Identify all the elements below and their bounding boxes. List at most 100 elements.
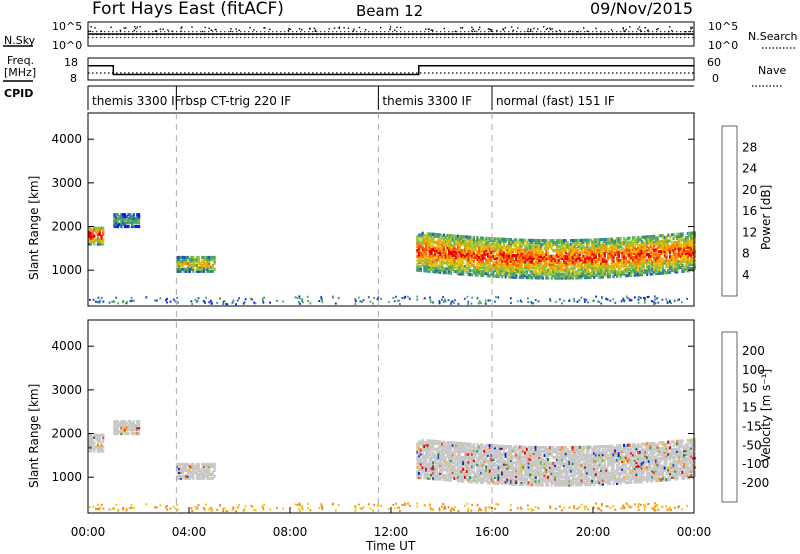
power-echo (515, 267, 518, 271)
velocity-echo (582, 461, 585, 465)
power-echo (568, 268, 571, 272)
velocity-echo (89, 441, 92, 445)
power-echo (467, 243, 470, 247)
power-echo (460, 268, 463, 272)
power-echo (672, 241, 675, 245)
power-echo (494, 266, 497, 270)
power-echo (181, 263, 184, 267)
noise-sample (526, 30, 529, 32)
power-echo (116, 224, 119, 229)
velocity-echo (582, 479, 585, 483)
power-echo (670, 245, 673, 249)
velocity-echo (471, 460, 474, 464)
power-echo (479, 273, 483, 277)
velocity-echo (529, 445, 532, 449)
power-echo (464, 264, 467, 268)
power-echo (508, 267, 511, 271)
power-echo (612, 261, 615, 265)
power-echo (585, 298, 588, 301)
power-echo (554, 256, 557, 260)
power-echo (513, 275, 516, 279)
velocity-echo (430, 463, 433, 467)
power-echo (554, 248, 557, 253)
power-echo (612, 259, 615, 263)
velocity-echo (585, 447, 589, 451)
power-echo (136, 213, 139, 217)
power-echo (188, 259, 191, 264)
velocity-echo (421, 470, 424, 474)
power-echo (688, 231, 691, 235)
noise-sample (504, 27, 506, 29)
noise-sample (352, 30, 355, 32)
velocity-echo (423, 464, 426, 468)
power-echo (469, 269, 472, 273)
power-echo (654, 266, 658, 270)
power-echo (646, 243, 649, 247)
velocity-echo (577, 477, 580, 481)
power-echo (600, 263, 603, 267)
velocity-echo (515, 470, 518, 475)
power-echo (458, 264, 461, 268)
power-echo (633, 236, 636, 240)
power-echo (672, 248, 675, 253)
power-echo (594, 250, 597, 254)
power-echo (674, 235, 677, 239)
power-echo (499, 267, 502, 271)
power-echo (630, 248, 633, 252)
power-echo (529, 262, 532, 266)
velocity-echo (444, 446, 447, 450)
power-echo (554, 258, 557, 262)
power-echo (577, 262, 580, 266)
power-echo (693, 233, 696, 237)
velocity-echo (548, 450, 551, 454)
power-echo (548, 256, 551, 260)
velocity-echo (554, 455, 557, 460)
power-echo (559, 252, 562, 257)
power-echo (527, 260, 530, 264)
power-echo (479, 244, 483, 248)
power-echo (433, 254, 437, 258)
velocity-echo (524, 467, 527, 471)
power-echo (624, 250, 627, 254)
velocity-echo (518, 476, 521, 481)
power-echo (670, 262, 673, 266)
power-echo (638, 296, 641, 299)
velocity-echo (545, 452, 548, 456)
power-echo (520, 238, 523, 242)
power-echo (688, 247, 691, 251)
power-echo (487, 236, 490, 241)
power-echo (494, 255, 497, 259)
power-echo (136, 221, 139, 225)
power-echo (616, 245, 619, 249)
velocity-echo (575, 467, 578, 471)
power-echo (603, 269, 606, 273)
power-echo (471, 259, 474, 263)
velocity-echo (460, 446, 463, 450)
power-echo (492, 241, 495, 245)
power-echo (630, 273, 633, 277)
power-echo (607, 273, 610, 277)
velocity-echo (448, 448, 451, 453)
power-echo (633, 259, 636, 263)
noise-sample (139, 26, 141, 28)
power-echo (646, 258, 649, 263)
power-echo (448, 265, 451, 269)
power-echo (497, 274, 500, 278)
velocity-echo (497, 474, 500, 478)
velocity-echo (183, 464, 186, 469)
power-echo (576, 300, 579, 303)
velocity-echo (577, 463, 580, 467)
power-echo (686, 231, 689, 236)
power-echo (570, 272, 573, 276)
velocity-echo (508, 474, 511, 478)
power-echo (464, 235, 467, 239)
power-echo (425, 239, 428, 244)
power-echo (527, 268, 530, 272)
power-echo (571, 239, 574, 243)
velocity-echo (419, 460, 422, 464)
velocity-echo (573, 453, 576, 457)
velocity-echo (425, 456, 428, 460)
power-echo (430, 244, 433, 248)
velocity-echo (93, 441, 96, 445)
velocity-echo (479, 443, 483, 447)
